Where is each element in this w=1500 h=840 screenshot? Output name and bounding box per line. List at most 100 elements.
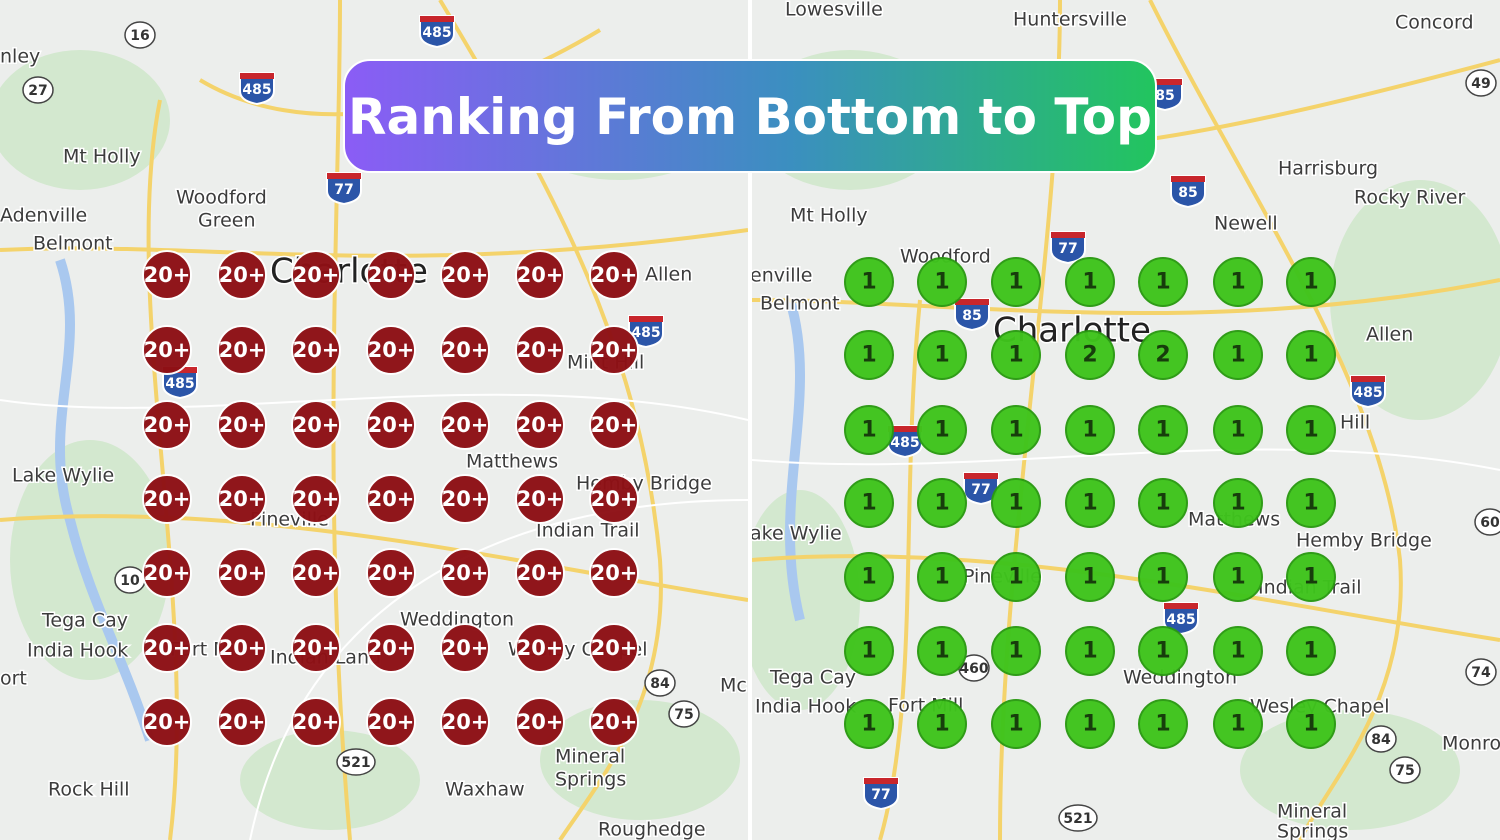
rank-marker	[291, 325, 341, 375]
rank-marker	[844, 626, 894, 676]
rank-value: 20+	[368, 710, 415, 734]
rank-value: 1	[1008, 491, 1023, 516]
rank-value: 1	[1082, 270, 1097, 295]
rank-value: 20+	[517, 636, 564, 660]
rank-marker	[917, 257, 967, 307]
rank-value: 20+	[144, 413, 191, 437]
rank-marker	[991, 699, 1041, 749]
rank-value: 1	[1303, 270, 1318, 295]
interstate-shield-top	[420, 16, 454, 22]
rank-marker	[515, 697, 565, 747]
rank-marker	[515, 400, 565, 450]
place-label: Monroe	[1442, 733, 1500, 755]
rank-value: 20+	[293, 487, 340, 511]
shield-number: 485	[165, 376, 194, 392]
rank-value: 20+	[293, 263, 340, 287]
place-label: Woodford	[176, 187, 267, 209]
rank-marker	[917, 478, 967, 528]
interstate-shield	[1170, 175, 1206, 209]
interstate-shield-top	[1164, 603, 1198, 609]
rank-value: 1	[1082, 491, 1097, 516]
rank-marker	[1065, 257, 1115, 307]
rank-value: 20+	[442, 487, 489, 511]
place-label: Adenville	[0, 205, 87, 227]
rank-marker	[440, 325, 490, 375]
rank-value: 1	[1303, 565, 1318, 590]
rank-marker	[589, 250, 639, 300]
title-banner	[343, 59, 1157, 173]
rank-marker	[589, 474, 639, 524]
route-shield	[1058, 804, 1098, 832]
place-label: Rock Hill	[48, 779, 130, 801]
rank-value: 20+	[144, 710, 191, 734]
place-label: Indian Trail	[536, 520, 640, 542]
place-label: Mt Holly	[790, 205, 868, 227]
place-label: Tega Cay	[41, 610, 128, 632]
shield-number: 85	[1155, 88, 1174, 104]
rank-value: 1	[1082, 565, 1097, 590]
rank-value: 20+	[293, 561, 340, 585]
rank-value: 20+	[219, 338, 266, 362]
rank-marker	[844, 405, 894, 455]
route-shield	[336, 748, 376, 776]
place-label: Green	[198, 210, 256, 232]
rank-marker	[142, 697, 192, 747]
rank-value: 20+	[293, 338, 340, 362]
rank-marker	[589, 325, 639, 375]
interstate-shield-top	[864, 778, 898, 784]
place-label: Belmont	[33, 233, 113, 255]
place-label: Harrisburg	[1278, 158, 1378, 180]
rank-value: 20+	[442, 710, 489, 734]
rank-marker	[291, 548, 341, 598]
place-label: Weddington	[400, 609, 514, 631]
rank-marker	[1213, 699, 1263, 749]
interstate-shield-top	[240, 73, 274, 79]
place-label: Springs	[555, 769, 626, 791]
rank-marker	[217, 697, 267, 747]
place-label: Woodford	[900, 246, 991, 268]
shield-number: 84	[1371, 732, 1391, 748]
place-label: Roughedge	[598, 819, 706, 840]
rank-value: 1	[1230, 491, 1245, 516]
rank-value: 2	[1082, 343, 1097, 368]
rank-marker	[1213, 626, 1263, 676]
rank-marker	[917, 626, 967, 676]
place-label: Tega Cay	[769, 667, 856, 689]
rank-marker	[1138, 626, 1188, 676]
rank-value: 20+	[144, 263, 191, 287]
place-label: ake Wylie	[750, 523, 842, 545]
rank-value: 20+	[591, 338, 638, 362]
interstate-shield-top	[629, 316, 663, 322]
shield-number: 521	[341, 755, 370, 771]
rank-marker	[515, 623, 565, 673]
rank-marker	[366, 250, 416, 300]
rank-value: 20+	[591, 487, 638, 511]
place-label: Lake Wylie	[12, 465, 114, 487]
place-label: Allen	[1366, 324, 1413, 346]
route-shield	[124, 21, 156, 49]
rank-value: 20+	[144, 487, 191, 511]
interstate-shield-top	[1351, 376, 1385, 382]
route-shield	[1365, 725, 1397, 753]
shield-number: 75	[674, 707, 693, 723]
rank-value: 20+	[219, 413, 266, 437]
place-label: Concord	[1395, 12, 1474, 34]
rank-marker	[844, 552, 894, 602]
rank-marker	[142, 474, 192, 524]
rank-marker	[217, 250, 267, 300]
rank-value: 20+	[368, 561, 415, 585]
rank-value: 1	[1008, 270, 1023, 295]
interstate-shield	[419, 15, 455, 49]
rank-marker	[366, 548, 416, 598]
rank-value: 20+	[517, 413, 564, 437]
rank-marker	[515, 548, 565, 598]
rank-marker	[1065, 552, 1115, 602]
rank-marker	[1286, 330, 1336, 380]
rank-value: 1	[1155, 639, 1170, 664]
rank-marker	[440, 548, 490, 598]
interstate-shield	[863, 777, 899, 811]
rank-marker	[1286, 552, 1336, 602]
rank-marker	[1065, 478, 1115, 528]
place-label: Springs	[1277, 821, 1348, 840]
rank-marker	[1213, 552, 1263, 602]
